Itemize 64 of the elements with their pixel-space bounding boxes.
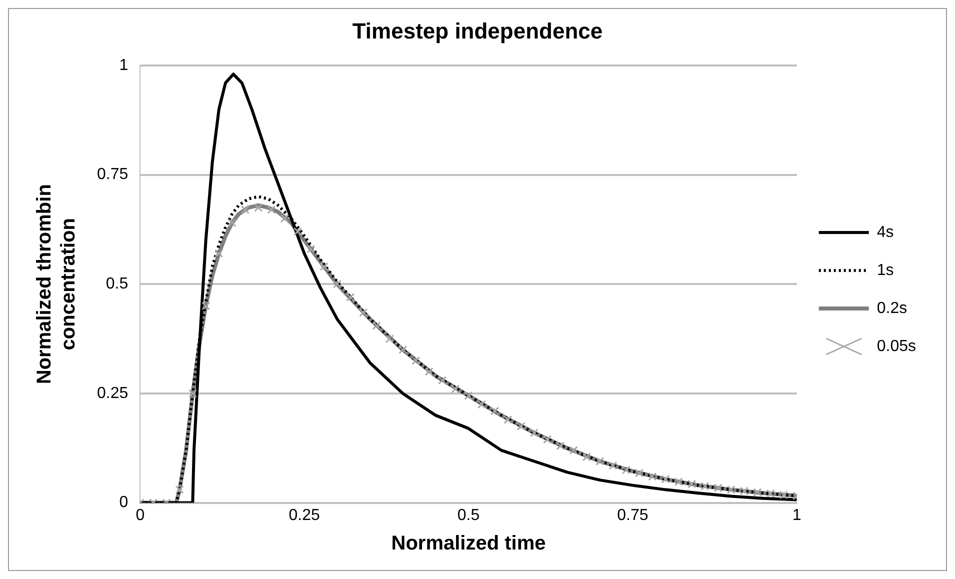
point [530, 428, 538, 438]
point [280, 214, 289, 223]
y-axis-title: Normalized thrombin concentration [34, 184, 80, 384]
y-tick-label: 0.75 [97, 166, 128, 184]
point [240, 205, 250, 214]
point [451, 384, 460, 394]
point [202, 302, 210, 310]
point [477, 400, 486, 409]
point [293, 227, 302, 236]
x-tick-label: 0.5 [457, 506, 480, 524]
point [385, 334, 394, 344]
point [700, 482, 710, 490]
x-tick-label: 0.75 [617, 506, 648, 524]
point [214, 249, 224, 258]
point [726, 485, 736, 494]
point [516, 422, 526, 431]
point [714, 484, 722, 492]
point [608, 461, 618, 470]
x-axis-title: Normalized time [391, 532, 546, 555]
point [359, 308, 368, 317]
point [634, 468, 644, 478]
point [346, 292, 355, 302]
point [582, 452, 591, 462]
point [320, 262, 328, 271]
point [464, 391, 473, 400]
point [504, 415, 512, 424]
point [398, 345, 408, 354]
point [424, 367, 434, 376]
point [372, 321, 381, 330]
y-tick-label: 1 [119, 56, 128, 74]
x-tick-label: 0 [136, 506, 145, 524]
point [596, 456, 604, 466]
point [306, 244, 316, 254]
point [779, 490, 788, 500]
point [740, 486, 749, 496]
point [766, 489, 775, 498]
point [622, 466, 630, 474]
point [688, 480, 696, 488]
chart-title: Timestep independence [352, 18, 603, 44]
point [332, 280, 342, 288]
y-tick-label: 0 [119, 494, 128, 512]
point [188, 389, 197, 398]
point [556, 442, 565, 450]
point [490, 406, 500, 416]
point [661, 474, 670, 484]
point [412, 356, 420, 365]
point [254, 203, 263, 212]
point [543, 435, 552, 444]
point [228, 218, 236, 228]
point [267, 205, 276, 214]
legend-label: 4s [876, 224, 894, 241]
legend-label: 0.2s [876, 300, 908, 317]
point [438, 376, 447, 385]
point [674, 478, 683, 486]
point [753, 488, 762, 497]
x-tick-label: 1 [792, 506, 802, 524]
legend-label: 0.05s [876, 338, 916, 355]
point [175, 485, 184, 494]
point [569, 446, 578, 455]
x-tick-label: 0.25 [288, 506, 320, 524]
y-tick-label: 0.25 [97, 384, 128, 402]
legend-label: 1s [876, 262, 894, 279]
y-tick-label: 0.5 [106, 276, 128, 293]
point [648, 472, 657, 481]
